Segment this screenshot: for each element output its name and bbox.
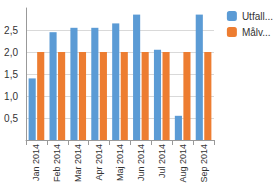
svg-text:Målv...: Målv... [242, 27, 271, 38]
svg-text:Feb 2014: Feb 2014 [52, 144, 62, 182]
svg-text:Maj 2014: Maj 2014 [115, 144, 125, 181]
svg-text:Utfall...: Utfall... [242, 11, 273, 22]
svg-text:Apr 2014: Apr 2014 [94, 144, 104, 181]
svg-text:1,0: 1,0 [4, 91, 18, 102]
svg-text:Jun 2014: Jun 2014 [136, 144, 146, 181]
svg-text:2,5: 2,5 [4, 25, 18, 36]
svg-text:Jul 2014: Jul 2014 [157, 144, 167, 178]
svg-text:0,5: 0,5 [4, 113, 18, 124]
svg-text:2,0: 2,0 [4, 47, 18, 58]
svg-text:Aug 2014: Aug 2014 [178, 144, 188, 183]
svg-text:Mar 2014: Mar 2014 [73, 144, 83, 182]
svg-text:1,5: 1,5 [4, 69, 18, 80]
svg-text:Sep 2014: Sep 2014 [199, 144, 209, 183]
svg-text:Jan 2014: Jan 2014 [31, 144, 41, 181]
